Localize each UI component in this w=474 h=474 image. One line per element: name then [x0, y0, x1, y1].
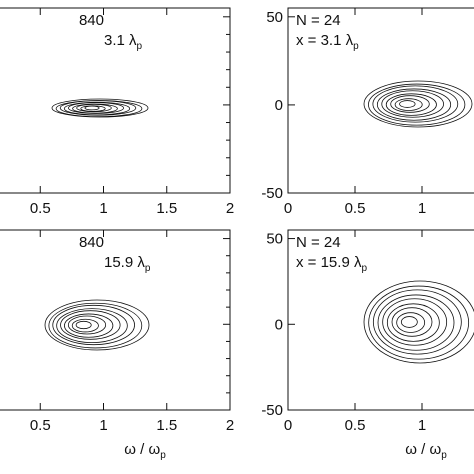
contour-line [390, 95, 430, 113]
contour-line [363, 80, 473, 128]
annotation: x = 15.9 λp [296, 254, 367, 274]
x-axis-label-main: ω / ω [405, 441, 441, 458]
annotation: N = 24 [296, 12, 341, 29]
y-tick-label: 0 [275, 97, 283, 114]
x-axis-label-main: ω / ω [124, 441, 160, 458]
y-tick-label: 0 [275, 316, 283, 333]
x-tick-label: 1.5 [156, 417, 177, 434]
annotation: x = 3.1 λp [296, 32, 359, 52]
contour-line [382, 298, 448, 346]
contour-line [399, 100, 416, 108]
x-tick-label: 0 [284, 417, 292, 434]
contour-line [71, 318, 99, 333]
y-tick-label: 50 [266, 231, 283, 248]
x-tick-label: 1 [99, 200, 107, 217]
annotation: N = 24 [296, 234, 341, 251]
x-tick-label: 1.5 [156, 200, 177, 217]
contour-line [372, 289, 462, 355]
x-tick-label: 1 [418, 200, 426, 217]
x-tick-label: 0.5 [30, 200, 51, 217]
annotation-sub: p [353, 41, 359, 52]
contour-line [56, 308, 128, 344]
contour-line [67, 315, 107, 335]
contour-line [84, 105, 100, 111]
x-axis-label-sub: p [441, 450, 447, 461]
annotation-main: 3.1 λ [104, 32, 137, 49]
contour-line [64, 313, 114, 338]
contour-line [376, 88, 452, 121]
x-tick-label: 0.5 [345, 200, 366, 217]
contour-line [75, 320, 92, 330]
x-axis-label-sub: p [160, 450, 166, 461]
annotation-sub: p [361, 263, 367, 274]
contour-line [391, 307, 433, 337]
y-tick-label: 50 [266, 9, 283, 26]
contour-line [51, 98, 149, 118]
annotation-main: N = 24 [296, 234, 341, 251]
annotation-main: N = 24 [296, 12, 341, 29]
contour-line [381, 90, 444, 118]
contour-line [368, 285, 470, 360]
contour-line [372, 85, 459, 123]
annotation-sub: p [137, 41, 143, 52]
annotation: 3.1 λp [104, 32, 143, 52]
y-tick-label: -50 [261, 185, 283, 202]
x-tick-label: 2 [226, 417, 234, 434]
annotation-sub: p [145, 263, 151, 274]
annotation-main: 840 [79, 12, 104, 29]
contour-line [368, 83, 466, 126]
contour-line [400, 316, 418, 328]
contour-line [385, 93, 437, 116]
x-axis-label: ω / ωp [124, 441, 166, 461]
x-axis-label: ω / ωp [405, 441, 447, 461]
contour-line [60, 310, 121, 340]
annotation-main: x = 15.9 λ [296, 254, 362, 271]
x-tick-label: 0.5 [30, 417, 51, 434]
plot-frame [287, 7, 474, 194]
annotation: 840 [79, 12, 104, 29]
contour-line [396, 312, 426, 333]
annotation-main: 15.9 λ [104, 254, 145, 271]
annotation-main: 840 [79, 234, 104, 251]
plot-frame [287, 229, 474, 411]
y-tick-label: -50 [261, 402, 283, 419]
contour-line [394, 98, 423, 111]
contour-line [80, 105, 106, 112]
x-tick-label: 1 [99, 417, 107, 434]
contour-line [377, 294, 455, 351]
annotation-main: x = 3.1 λ [296, 32, 354, 49]
x-tick-label: 0 [284, 200, 292, 217]
x-tick-label: 1 [418, 417, 426, 434]
contour-line [52, 304, 135, 346]
x-tick-label: 2 [226, 200, 234, 217]
annotation: 840 [79, 234, 104, 251]
annotation: 15.9 λp [104, 254, 151, 274]
x-tick-label: 0.5 [345, 417, 366, 434]
contour-line [386, 303, 440, 342]
contour-line [48, 302, 143, 349]
contour-line [363, 280, 474, 364]
contour-line [44, 299, 150, 351]
